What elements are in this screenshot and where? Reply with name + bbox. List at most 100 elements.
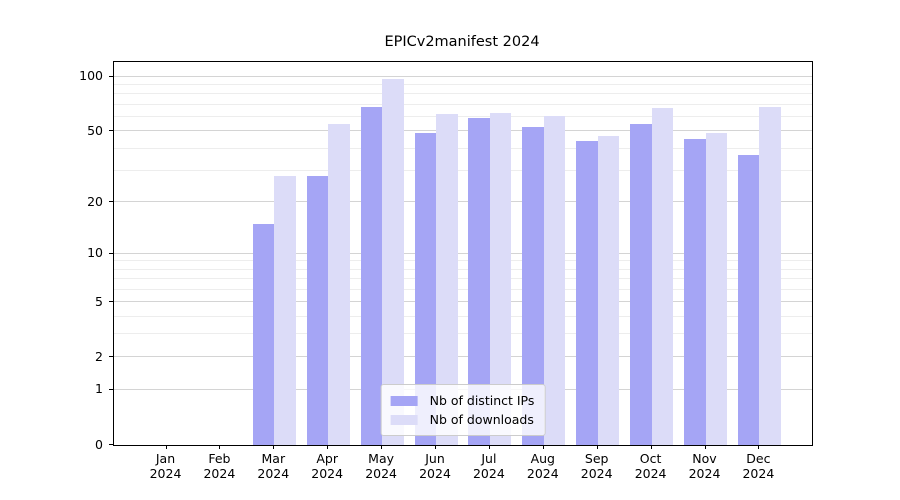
legend-label-downloads: Nb of downloads: [429, 412, 534, 427]
legend-item-distinct-ips: Nb of distinct IPs: [390, 391, 535, 410]
x-tick-year: 2024: [365, 466, 397, 481]
minor-gridline: [114, 103, 812, 105]
x-tick: [327, 445, 329, 449]
y-tick: [109, 252, 113, 254]
x-tick-year: 2024: [634, 466, 667, 481]
x-tick-year: 2024: [311, 466, 344, 481]
plot-area: Nb of distinct IPs Nb of downloads: [113, 61, 813, 446]
bar-distinct-ips: [737, 154, 760, 445]
minor-gridline: [114, 260, 812, 262]
x-tick-label: Jun 2024: [405, 451, 465, 481]
x-tick: [381, 445, 383, 449]
x-tick-label: Dec 2024: [728, 451, 788, 481]
major-gridline: [114, 356, 812, 358]
bar-downloads: [759, 107, 781, 445]
x-tick-label: Apr 2024: [297, 451, 357, 481]
x-tick-month: Nov: [692, 451, 717, 466]
y-tick-label: 100: [79, 68, 103, 84]
bar-downloads: [705, 132, 727, 445]
legend-label-distinct-ips: Nb of distinct IPs: [429, 393, 535, 408]
x-tick-label: Mar 2024: [243, 451, 303, 481]
x-tick-label: Jan 2024: [136, 451, 196, 481]
minor-gridline: [114, 84, 812, 86]
x-tick-month: Oct: [639, 451, 662, 466]
x-tick: [273, 445, 275, 449]
bar-distinct-ips: [360, 107, 383, 445]
x-tick-month: Sep: [584, 451, 609, 466]
bar-distinct-ips: [522, 126, 544, 445]
x-tick-month: Apr: [316, 451, 338, 466]
y-tick-label: 10: [87, 245, 103, 261]
x-tick: [488, 445, 490, 449]
bar-distinct-ips: [414, 132, 436, 445]
bar-distinct-ips: [630, 123, 652, 445]
x-tick: [219, 445, 221, 449]
y-tick: [109, 444, 113, 445]
minor-gridline: [114, 93, 812, 95]
x-tick-label: Sep 2024: [567, 451, 627, 481]
bar-distinct-ips: [576, 141, 598, 445]
x-tick-month: Mar: [261, 451, 286, 466]
x-tick-month: May: [368, 451, 395, 466]
x-tick-year: 2024: [688, 466, 721, 481]
bar-downloads: [597, 136, 620, 445]
y-tick: [109, 130, 113, 132]
x-tick-year: 2024: [419, 466, 451, 481]
minor-gridline: [114, 115, 812, 117]
bar-distinct-ips: [468, 118, 490, 445]
minor-gridline: [114, 288, 812, 290]
x-tick-month: Jul: [481, 451, 497, 466]
chart-title: EPICv2manifest 2024: [384, 34, 540, 50]
x-tick-year: 2024: [742, 466, 775, 481]
major-gridline: [114, 201, 812, 203]
bar-downloads: [382, 79, 404, 445]
x-tick: [704, 445, 706, 449]
major-gridline: [114, 130, 812, 132]
x-tick-label: Aug 2024: [513, 451, 573, 481]
x-tick-year: 2024: [472, 466, 505, 481]
y-tick: [109, 356, 113, 358]
x-tick-month: Jan: [155, 451, 176, 466]
bar-downloads: [543, 115, 566, 445]
x-tick: [596, 445, 598, 449]
x-tick-year: 2024: [203, 466, 236, 481]
minor-gridline: [114, 268, 812, 270]
x-tick-month: Feb: [208, 451, 231, 466]
y-tick: [109, 75, 113, 77]
x-tick-month: Aug: [530, 451, 555, 466]
x-tick-label: Feb 2024: [189, 451, 249, 481]
x-tick-year: 2024: [526, 466, 559, 481]
minor-gridline: [114, 147, 812, 149]
x-tick: [758, 445, 760, 449]
bar-distinct-ips: [684, 139, 706, 445]
x-tick-month: Jun: [425, 451, 445, 466]
legend-item-downloads: Nb of downloads: [390, 410, 535, 429]
x-tick: [165, 445, 167, 449]
bar-downloads: [436, 114, 458, 445]
x-tick: [650, 445, 652, 449]
y-tick-label: 5: [95, 293, 103, 309]
bar-downloads: [651, 108, 674, 445]
bar-downloads: [274, 176, 296, 445]
x-tick-label: Nov 2024: [675, 451, 735, 481]
minor-gridline: [114, 333, 812, 335]
y-tick-label: 50: [87, 122, 103, 138]
x-tick-label: May 2024: [351, 451, 411, 481]
minor-gridline: [114, 169, 812, 171]
y-tick-label: 0: [95, 436, 103, 452]
major-gridline: [114, 252, 812, 254]
x-tick: [435, 445, 436, 449]
minor-gridline: [114, 315, 812, 317]
x-tick-year: 2024: [580, 466, 613, 481]
bar-distinct-ips: [252, 223, 275, 445]
y-tick-label: 20: [87, 193, 103, 209]
x-tick-label: Jul 2024: [459, 451, 519, 481]
minor-gridline: [114, 278, 812, 280]
major-gridline: [114, 301, 812, 303]
x-tick-month: Dec: [746, 451, 771, 466]
bar-downloads: [328, 123, 350, 445]
x-tick: [542, 445, 544, 449]
x-tick-year: 2024: [257, 466, 290, 481]
y-tick-label: 2: [95, 348, 103, 364]
